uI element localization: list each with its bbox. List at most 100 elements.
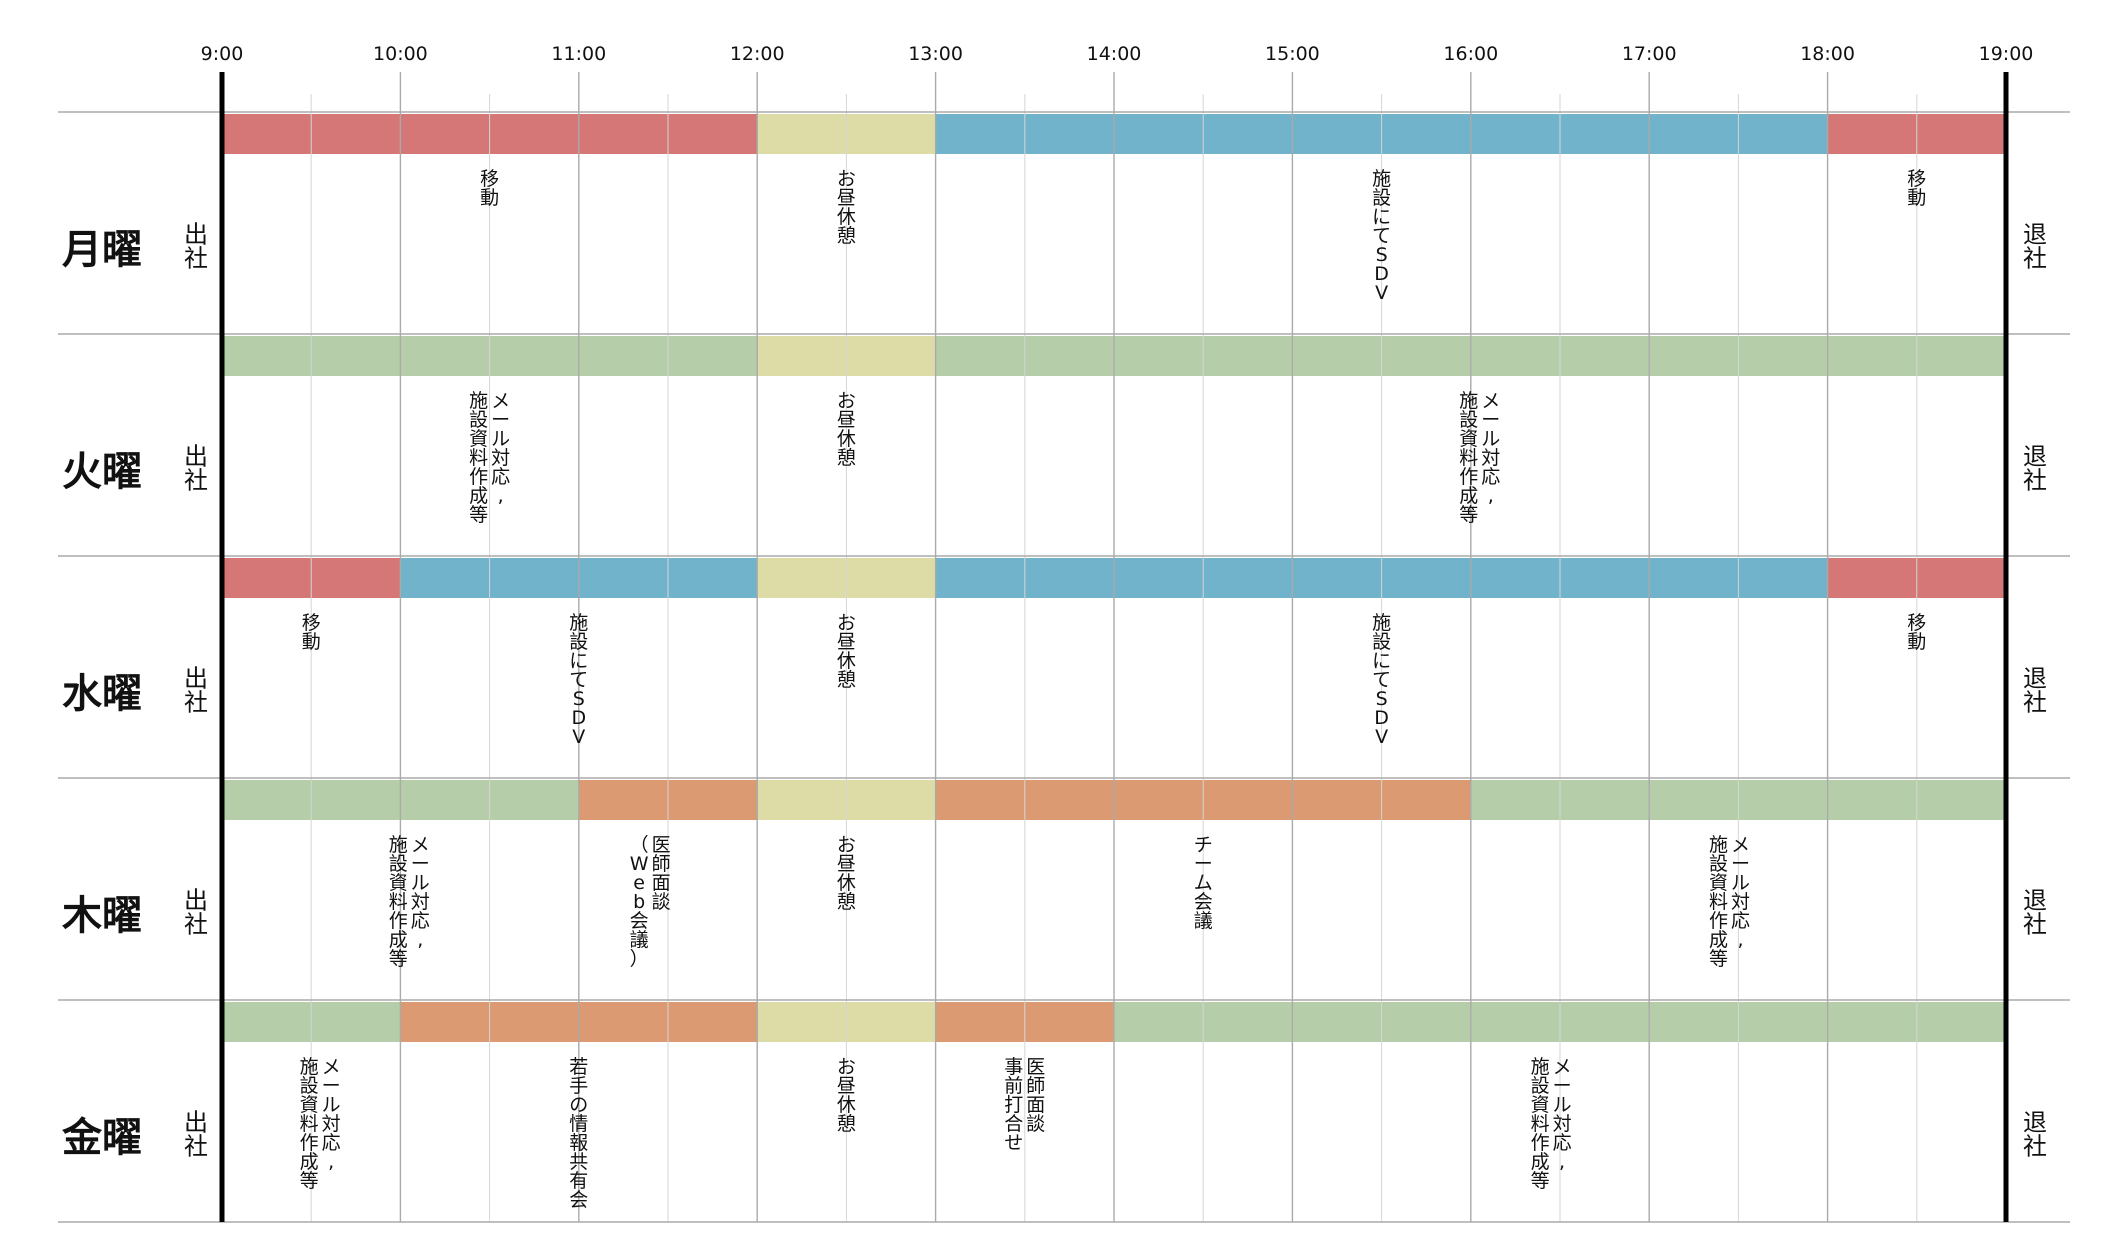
- activity-label-char: 昼: [837, 631, 856, 653]
- activity-label-char: 合: [1004, 1113, 1023, 1135]
- activity-label-char: 料: [389, 891, 408, 913]
- activity-label-char: 作: [1459, 466, 1478, 488]
- activity-label-char: 資: [300, 1094, 319, 1116]
- activity-label-char: メ: [1481, 390, 1500, 412]
- end-label-char: 社: [2023, 1133, 2047, 1161]
- activity-label-char: e: [633, 872, 645, 894]
- activity-label-char: メ: [411, 834, 430, 856]
- activity-label-char: チ: [1194, 834, 1213, 856]
- end-label: 退社: [2023, 665, 2047, 717]
- activity-label-char: （: [630, 834, 649, 856]
- activity-label-char: 作: [1531, 1132, 1550, 1154]
- activity-label-char: 医: [652, 834, 671, 856]
- activity-label-char: 移: [1907, 168, 1926, 190]
- hour-label: 11:00: [551, 43, 606, 65]
- activity-label-char: 若: [569, 1056, 588, 1078]
- activity-label-char: 成: [1459, 485, 1478, 507]
- activity-label-char: 動: [1907, 631, 1926, 653]
- hour-label: 18:00: [1800, 43, 1855, 65]
- activity-label-char: 会: [1194, 891, 1213, 913]
- activity-label-char: 作: [300, 1132, 319, 1154]
- day-label: 月曜: [62, 227, 142, 273]
- start-label-char: 出: [184, 665, 208, 693]
- activity-label-char: 対: [322, 1113, 341, 1135]
- activity-label-char: ル: [1731, 872, 1750, 894]
- end-label: 退社: [2023, 1109, 2047, 1161]
- activity-label: 移動: [1907, 612, 1926, 653]
- activity-label-char: S: [1376, 244, 1388, 266]
- activity-label-char: ,: [328, 1151, 334, 1173]
- activity-label-char: 移: [1907, 612, 1926, 634]
- activity-label-char: 等: [1709, 948, 1728, 970]
- start-label-char: 社: [184, 911, 208, 939]
- activity-label-char: 設: [300, 1075, 319, 1097]
- activity-label-char: に: [1372, 206, 1391, 228]
- activity-label-char: 昼: [837, 187, 856, 209]
- activity-label-char: 前: [1004, 1075, 1023, 1097]
- activity-label-char: 設: [1531, 1075, 1550, 1097]
- activity-label-char: 等: [300, 1170, 319, 1192]
- activity-label-char: 設: [1709, 853, 1728, 875]
- activity-label-char: ル: [1481, 428, 1500, 450]
- end-label-char: 社: [2023, 911, 2047, 939]
- start-label: 出社: [184, 1109, 208, 1161]
- activity-label-char: 資: [1709, 872, 1728, 894]
- end-label: 退社: [2023, 221, 2047, 273]
- activity-label-char: 応: [322, 1132, 341, 1154]
- activity-label-char: 料: [300, 1113, 319, 1135]
- activity-label-char: 設: [469, 409, 488, 431]
- activity-label-char: ー: [1194, 853, 1213, 875]
- activity-label-char: 憩: [837, 669, 856, 691]
- activity-label-char: ー: [1481, 409, 1500, 431]
- activity-label-char: お: [837, 390, 856, 412]
- activity-label-char: 移: [302, 612, 321, 634]
- activity-label-char: 昼: [837, 1075, 856, 1097]
- activity-label-char: V: [1375, 726, 1388, 748]
- activity-label-char: V: [572, 726, 585, 748]
- end-label-char: 退: [2023, 443, 2047, 471]
- activity-label-char: ム: [1194, 872, 1213, 894]
- activity-label-char: 作: [389, 910, 408, 932]
- activity-label-char: 成: [1709, 929, 1728, 951]
- activity-label-char: 設: [1459, 409, 1478, 431]
- end-label: 退社: [2023, 443, 2047, 495]
- activity-label-char: 面: [1026, 1094, 1045, 1116]
- activity-label-char: 師: [1026, 1075, 1045, 1097]
- activity-label-char: ,: [417, 929, 423, 951]
- activity-label-char: 談: [1026, 1113, 1045, 1135]
- activity-label-char: D: [571, 707, 586, 729]
- activity-label-char: 設: [1372, 631, 1391, 653]
- hour-label: 19:00: [1979, 43, 2034, 65]
- start-label: 出社: [184, 221, 208, 273]
- activity-label-char: ー: [1553, 1075, 1572, 1097]
- activity-label-char: 等: [1531, 1170, 1550, 1192]
- activity-label-char: ル: [411, 872, 430, 894]
- activity-label-char: 休: [837, 206, 856, 228]
- activity-label-char: 対: [411, 891, 430, 913]
- hour-label: 10:00: [373, 43, 428, 65]
- activity-label-char: 資: [1531, 1094, 1550, 1116]
- end-label-char: 退: [2023, 665, 2047, 693]
- start-label-char: 出: [184, 221, 208, 249]
- activity-label-char: ー: [411, 853, 430, 875]
- activity-label-char: ー: [1731, 853, 1750, 875]
- hour-label: 12:00: [730, 43, 785, 65]
- activity-label-char: 成: [389, 929, 408, 951]
- start-label-char: 社: [184, 1133, 208, 1161]
- activity-label-char: せ: [1004, 1132, 1023, 1154]
- activity-label-char: 会: [630, 910, 649, 932]
- activity-label-char: 施: [469, 390, 488, 412]
- activity-label-char: 昼: [837, 853, 856, 875]
- activity-label-char: S: [573, 688, 585, 710]
- activity-label-char: 憩: [837, 891, 856, 913]
- activity-label-char: 移: [480, 168, 499, 190]
- activity-label-char: 料: [1459, 447, 1478, 469]
- activity-label-char: お: [837, 168, 856, 190]
- activity-label-char: ル: [322, 1094, 341, 1116]
- activity-label-char: ー: [491, 409, 510, 431]
